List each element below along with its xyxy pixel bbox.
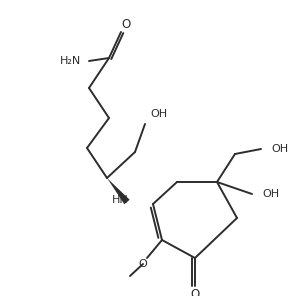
Text: OH: OH (262, 189, 279, 199)
Polygon shape (107, 178, 130, 204)
Text: O: O (139, 259, 147, 269)
Text: OH: OH (150, 109, 167, 119)
Text: H₂N: H₂N (60, 56, 81, 66)
Text: HN: HN (112, 195, 129, 205)
Text: OH: OH (271, 144, 288, 154)
Text: O: O (121, 17, 131, 30)
Text: O: O (190, 289, 200, 296)
